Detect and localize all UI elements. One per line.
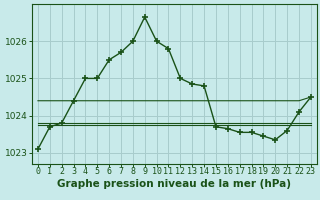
X-axis label: Graphe pression niveau de la mer (hPa): Graphe pression niveau de la mer (hPa) <box>57 179 292 189</box>
